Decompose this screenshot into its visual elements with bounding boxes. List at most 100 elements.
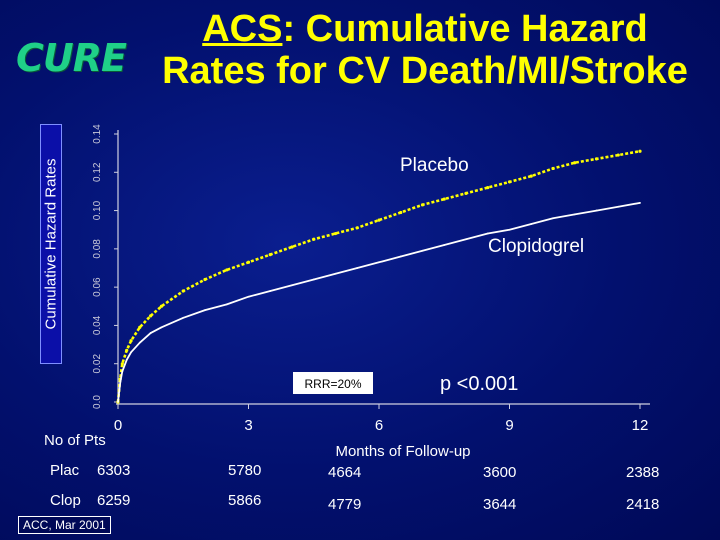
placebo-point bbox=[399, 210, 403, 215]
placebo-point bbox=[420, 203, 425, 207]
y-tick-label: 0.08 bbox=[92, 239, 103, 259]
clopidogrel-point bbox=[399, 255, 402, 258]
y-tick-label: 0.02 bbox=[92, 354, 103, 374]
y-tick-label: 0.12 bbox=[92, 162, 103, 182]
table-cell: 2388 bbox=[626, 464, 660, 481]
x-tick-label: 9 bbox=[505, 417, 513, 434]
table-cell: 5866 bbox=[228, 492, 262, 509]
clopidogrel-curve bbox=[117, 202, 641, 403]
placebo-point bbox=[312, 237, 316, 241]
table-header: No of Pts bbox=[44, 432, 106, 449]
clopidogrel-point bbox=[595, 209, 598, 212]
x-tick-label: 6 bbox=[375, 417, 383, 434]
p-value-label: p <0.001 bbox=[440, 373, 518, 395]
clopidogrel-point bbox=[617, 205, 620, 208]
table-cell: 6259 bbox=[97, 492, 131, 509]
series-label-clopidogrel: Clopidogrel bbox=[488, 236, 584, 257]
table-cell: 2418 bbox=[626, 496, 660, 513]
clopidogrel-point bbox=[573, 213, 576, 216]
placebo-point bbox=[507, 180, 512, 184]
rrr-box bbox=[293, 372, 373, 394]
placebo-point bbox=[377, 218, 381, 222]
clopidogrel-point bbox=[378, 261, 380, 264]
placebo-point bbox=[246, 260, 251, 264]
placebo-point bbox=[138, 325, 142, 329]
clopidogrel-point bbox=[130, 351, 132, 354]
clopidogrel-point bbox=[247, 295, 250, 298]
placebo-point bbox=[551, 166, 555, 171]
x-axis-title: Months of Follow-up bbox=[335, 443, 470, 460]
title-acronym: ACS bbox=[202, 8, 283, 50]
table-cell: 4779 bbox=[328, 496, 362, 513]
clopidogrel-point bbox=[125, 358, 128, 361]
placebo-point bbox=[616, 153, 620, 157]
x-tick-label: 0 bbox=[114, 417, 122, 434]
y-tick-label: 0.06 bbox=[92, 277, 103, 297]
placebo-point bbox=[442, 197, 446, 201]
y-axis-label-box: Cumulative Hazard Rates bbox=[40, 124, 62, 364]
table-cell: 3644 bbox=[483, 496, 517, 513]
table-cell: 4664 bbox=[328, 464, 362, 481]
clopidogrel-point bbox=[530, 223, 533, 225]
clopidogrel-point bbox=[138, 341, 141, 344]
table-cell: 3600 bbox=[483, 464, 517, 481]
placebo-point bbox=[129, 339, 133, 343]
clopidogrel-point bbox=[121, 370, 124, 373]
x-tick-label: 3 bbox=[244, 417, 252, 434]
placebo-point bbox=[486, 186, 490, 190]
y-tick-label: 0.10 bbox=[92, 200, 103, 220]
placebo-curve bbox=[116, 149, 641, 403]
clopidogrel-point bbox=[225, 303, 228, 306]
title-line-1-rest: : Cumulative Hazard bbox=[282, 8, 648, 50]
clopidogrel-point bbox=[291, 284, 293, 287]
placebo-point bbox=[181, 289, 185, 293]
placebo-point bbox=[290, 245, 294, 249]
title-line-1: ACS: Cumulative Hazard bbox=[135, 8, 715, 50]
clopidogrel-point bbox=[334, 272, 337, 275]
clopidogrel-point bbox=[508, 228, 511, 231]
clopidogrel-point bbox=[486, 232, 489, 235]
table-cell: 5780 bbox=[228, 462, 262, 479]
table-cell: 6303 bbox=[97, 462, 131, 479]
placebo-point bbox=[573, 161, 577, 165]
clopidogrel-point bbox=[465, 238, 467, 241]
table-row-label-placebo: Plac bbox=[50, 462, 80, 479]
placebo-point bbox=[268, 253, 272, 257]
placebo-point bbox=[529, 174, 533, 178]
clopidogrel-point bbox=[443, 244, 446, 246]
clopidogrel-point bbox=[552, 217, 554, 220]
clopidogrel-point bbox=[149, 332, 152, 334]
table-row-label-clopidogrel: Clop bbox=[50, 492, 81, 509]
clopidogrel-point bbox=[269, 290, 272, 292]
placebo-point bbox=[464, 191, 468, 195]
clopidogrel-point bbox=[356, 267, 359, 269]
placebo-point bbox=[355, 226, 359, 230]
y-tick-label: 0.14 bbox=[92, 124, 103, 144]
y-tick-label: 0.0 bbox=[92, 395, 103, 409]
y-tick-label: 0.04 bbox=[92, 315, 103, 335]
clopidogrel-point bbox=[119, 381, 122, 384]
title-line-2: Rates for CV Death/MI/Stroke bbox=[162, 50, 688, 92]
slide-title: ACS: Cumulative Hazard Rates for CV Deat… bbox=[135, 8, 715, 92]
series-label-placebo: Placebo bbox=[400, 155, 469, 176]
placebo-point bbox=[594, 157, 599, 161]
placebo-point bbox=[159, 304, 164, 308]
clopidogrel-point bbox=[204, 309, 206, 312]
reference-box: ACC, Mar 2001 bbox=[18, 516, 111, 534]
clopidogrel-point bbox=[160, 326, 163, 329]
placebo-point bbox=[125, 348, 129, 352]
placebo-point bbox=[203, 277, 207, 282]
clopidogrel-point bbox=[182, 316, 185, 319]
cure-logo: CURE bbox=[16, 36, 127, 80]
placebo-point bbox=[225, 268, 229, 272]
rrr-label: RRR=20% bbox=[304, 377, 361, 391]
placebo-point bbox=[149, 314, 153, 318]
clopidogrel-point bbox=[639, 202, 641, 204]
clopidogrel-point bbox=[117, 401, 119, 403]
placebo-point bbox=[120, 362, 124, 366]
clopidogrel-point bbox=[312, 278, 315, 281]
placebo-point bbox=[638, 149, 642, 153]
placebo-point bbox=[333, 231, 338, 236]
clopidogrel-point bbox=[421, 249, 424, 252]
